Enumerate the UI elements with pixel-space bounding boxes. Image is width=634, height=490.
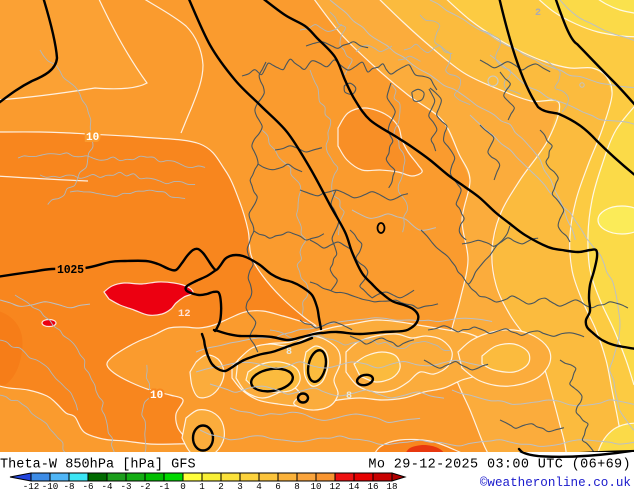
svg-text:12: 12 — [178, 308, 191, 320]
svg-text:-1: -1 — [158, 481, 170, 490]
svg-text:-10: -10 — [42, 481, 59, 490]
svg-text:14: 14 — [348, 481, 360, 490]
svg-text:4: 4 — [256, 481, 262, 490]
svg-text:10: 10 — [86, 132, 99, 144]
svg-text:6: 6 — [275, 481, 281, 490]
svg-text:-4: -4 — [101, 481, 113, 490]
svg-text:10: 10 — [310, 481, 321, 490]
svg-text:12: 12 — [329, 481, 340, 490]
svg-text:Mo 29-12-2025 03:00 UTC (06+69: Mo 29-12-2025 03:00 UTC (06+69) — [368, 458, 631, 473]
svg-text:1: 1 — [199, 481, 205, 490]
svg-text:-8: -8 — [63, 481, 74, 490]
svg-text:8: 8 — [294, 481, 300, 490]
svg-text:1025: 1025 — [57, 264, 84, 277]
svg-text:0: 0 — [180, 481, 186, 490]
svg-text:2: 2 — [218, 481, 224, 490]
svg-text:3: 3 — [237, 481, 243, 490]
svg-text:-2: -2 — [139, 481, 150, 490]
svg-text:18: 18 — [386, 481, 397, 490]
svg-text:Theta-W 850hPa [hPa] GFS: Theta-W 850hPa [hPa] GFS — [0, 458, 196, 473]
svg-text:-12: -12 — [23, 481, 40, 490]
svg-text:8: 8 — [286, 347, 292, 358]
svg-text:16: 16 — [367, 481, 378, 490]
svg-text:2: 2 — [535, 8, 541, 19]
svg-text:10: 10 — [150, 390, 163, 402]
svg-text:-3: -3 — [120, 481, 131, 490]
svg-text:©weatheronline.co.uk: ©weatheronline.co.uk — [480, 476, 631, 490]
svg-text:-6: -6 — [82, 481, 93, 490]
svg-text:8: 8 — [346, 391, 352, 402]
